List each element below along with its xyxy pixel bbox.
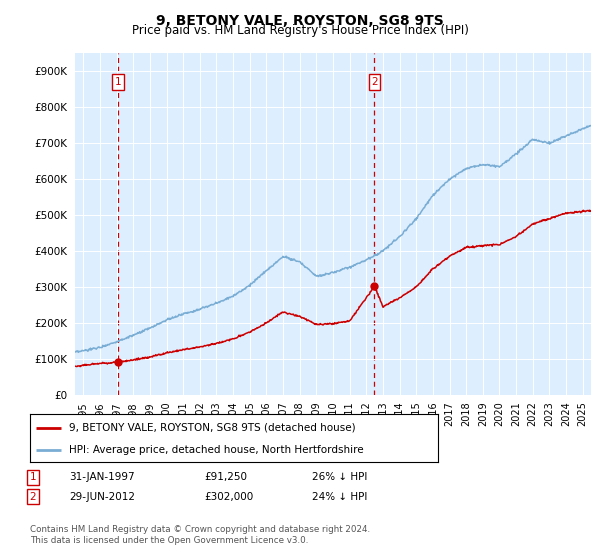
Text: HPI: Average price, detached house, North Hertfordshire: HPI: Average price, detached house, Nort… (69, 445, 364, 455)
Text: Price paid vs. HM Land Registry's House Price Index (HPI): Price paid vs. HM Land Registry's House … (131, 24, 469, 37)
Text: 26% ↓ HPI: 26% ↓ HPI (312, 472, 367, 482)
Text: £91,250: £91,250 (204, 472, 247, 482)
Text: 31-JAN-1997: 31-JAN-1997 (69, 472, 134, 482)
Text: 9, BETONY VALE, ROYSTON, SG8 9TS: 9, BETONY VALE, ROYSTON, SG8 9TS (156, 14, 444, 28)
Text: Contains HM Land Registry data © Crown copyright and database right 2024.
This d: Contains HM Land Registry data © Crown c… (30, 525, 370, 545)
Text: 24% ↓ HPI: 24% ↓ HPI (312, 492, 367, 502)
Text: 1: 1 (29, 472, 37, 482)
Text: 9, BETONY VALE, ROYSTON, SG8 9TS (detached house): 9, BETONY VALE, ROYSTON, SG8 9TS (detach… (69, 423, 355, 433)
Text: 2: 2 (29, 492, 37, 502)
Text: 1: 1 (115, 77, 121, 87)
Text: 2: 2 (371, 77, 378, 87)
Text: 29-JUN-2012: 29-JUN-2012 (69, 492, 135, 502)
Text: £302,000: £302,000 (204, 492, 253, 502)
